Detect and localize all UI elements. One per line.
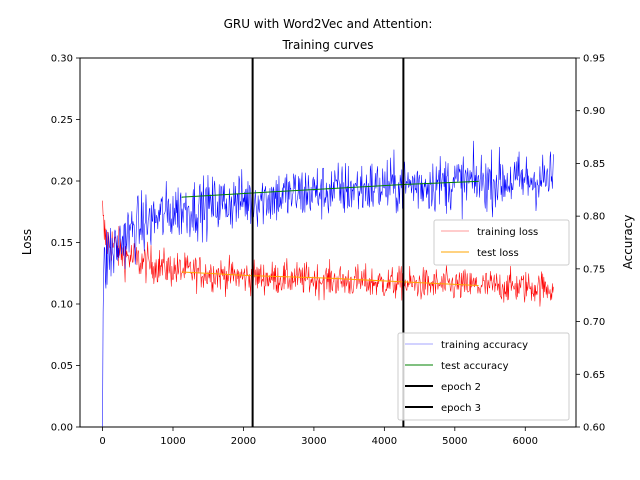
y-right-tick-label: 0.60 — [583, 423, 605, 434]
test-accuracy-point — [181, 196, 183, 198]
y-left-tick-label: 0.25 — [51, 115, 73, 126]
legend-label: training accuracy — [441, 340, 528, 351]
legend-accuracy: training accuracy test accuracy epoch 2 epo… — [397, 332, 570, 421]
legend-loss: training loss test loss — [433, 219, 570, 266]
x-tick-label: 0 — [99, 436, 105, 447]
y-left-tick-label: 0.20 — [51, 177, 73, 188]
x-tick-label: 6000 — [513, 436, 538, 447]
y-left-tick-label: 0.00 — [51, 423, 73, 434]
legend-box — [433, 219, 570, 266]
x-tick-label: 5000 — [442, 436, 467, 447]
y-axis-right-label: Accuracy — [621, 215, 635, 270]
x-tick-label: 2000 — [231, 436, 256, 447]
y-left-tick-label: 0.10 — [51, 300, 73, 311]
legend-label: training loss — [477, 227, 538, 238]
test-loss-point — [327, 277, 329, 279]
x-tick-label: 1000 — [160, 436, 185, 447]
test-loss-point — [477, 284, 479, 287]
x-axis: 0 1000 2000 3000 4000 5000 6000 — [99, 427, 538, 447]
y-right-tick-label: 0.80 — [583, 212, 605, 223]
y-left-tick-label: 0.30 — [51, 54, 73, 65]
training-loss-line — [102, 200, 554, 307]
y-left-tick-label: 0.05 — [51, 361, 73, 372]
y-right-tick-label: 0.95 — [583, 54, 605, 65]
y-right-tick-label: 0.90 — [583, 106, 605, 117]
y-right-tick-label: 0.85 — [583, 159, 605, 170]
legend-label: epoch 2 — [441, 382, 481, 393]
y-right-tick-label: 0.75 — [583, 264, 605, 275]
y-axis-right: 0.60 0.65 0.70 0.75 0.80 0.85 0.90 0.95 — [576, 54, 605, 434]
legend-box — [397, 332, 570, 421]
x-tick-label: 3000 — [301, 436, 326, 447]
chart-title: GRU with Word2Vec and Attention: — [224, 17, 433, 31]
chart-subtitle: Training curves — [281, 38, 373, 52]
test-accuracy-point — [477, 180, 479, 182]
training-loss-series — [102, 200, 554, 307]
legend-label: epoch 3 — [441, 403, 481, 414]
y-left-tick-label: 0.15 — [51, 238, 73, 249]
y-axis-left-label: Loss — [20, 229, 34, 255]
y-right-tick-label: 0.65 — [583, 370, 605, 381]
x-tick-label: 4000 — [372, 436, 397, 447]
test-accuracy-point — [327, 188, 329, 190]
training-accuracy-series — [102, 140, 554, 428]
test-loss-point — [181, 271, 183, 273]
y-axis-left: 0.00 0.05 0.10 0.15 0.20 0.25 0.30 — [51, 54, 80, 434]
y-right-tick-label: 0.70 — [583, 317, 605, 328]
training-accuracy-line — [102, 140, 554, 428]
legend-label: test accuracy — [441, 361, 509, 372]
legend-label: test loss — [477, 248, 519, 259]
